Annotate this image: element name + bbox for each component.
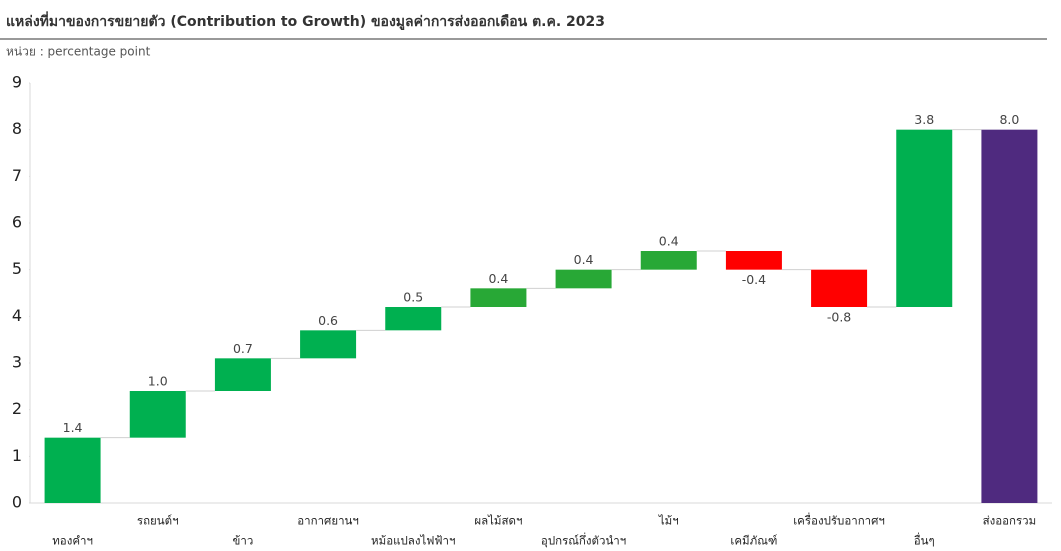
bar [470,288,527,307]
bar [725,251,782,270]
y-tick-label: 9 [12,73,22,92]
x-tick-label: หม้อแปลงไฟฟ้าฯ [371,534,455,548]
x-tick-label: ข้าว [233,534,254,548]
x-tick-label: ไม้ฯ [658,514,679,528]
y-tick-label: 6 [12,213,22,232]
x-tick-label: อื่นๆ [914,533,935,548]
value-label: -0.8 [827,310,851,325]
bar [300,330,357,359]
x-tick-label: ทองคำฯ [52,534,93,548]
bar [44,437,101,503]
value-label: 1.0 [148,374,168,389]
bar [981,129,1038,503]
bar [129,391,186,438]
x-tick-label: อุปกรณ์กึ่งตัวนำฯ [541,533,626,548]
value-label: 1.4 [63,420,83,435]
y-tick-label: 3 [12,353,22,372]
value-label: 8.0 [999,112,1019,127]
y-tick-label: 7 [12,166,22,185]
value-label: -0.4 [742,272,766,287]
y-tick-label: 5 [12,259,22,278]
value-label: 0.4 [659,234,679,249]
value-label: 0.6 [318,313,338,328]
y-tick-label: 2 [12,399,22,418]
value-label: 3.8 [914,112,934,127]
x-tick-label: รถยนต์ฯ [137,514,179,528]
bar [385,307,442,331]
y-tick-label: 1 [12,446,22,465]
x-tick-label: เครื่องปรับอากาศฯ [793,513,885,528]
x-tick-label: เคมีภัณฑ์ [730,534,777,548]
chart-title: แหล่งที่มาของการขยายตัว (Contribution to… [6,11,605,30]
bar [811,269,868,307]
y-tick-label: 0 [12,493,22,512]
bar [896,129,953,307]
value-label: 0.7 [233,341,253,356]
x-tick-label: ส่งออกรวม [983,514,1037,528]
x-tick-label: ผลไม้สดฯ [474,514,522,528]
chart-subtitle: หน่วย : percentage point [6,45,151,59]
bar [555,269,612,289]
y-tick-label: 4 [12,306,22,325]
bar [214,358,271,391]
value-label: 0.4 [488,271,508,286]
value-label: 0.5 [403,290,423,305]
y-tick-label: 8 [12,119,22,138]
bar [640,251,697,270]
value-label: 0.4 [574,252,594,267]
x-tick-label: อากาศยานฯ [297,514,359,528]
